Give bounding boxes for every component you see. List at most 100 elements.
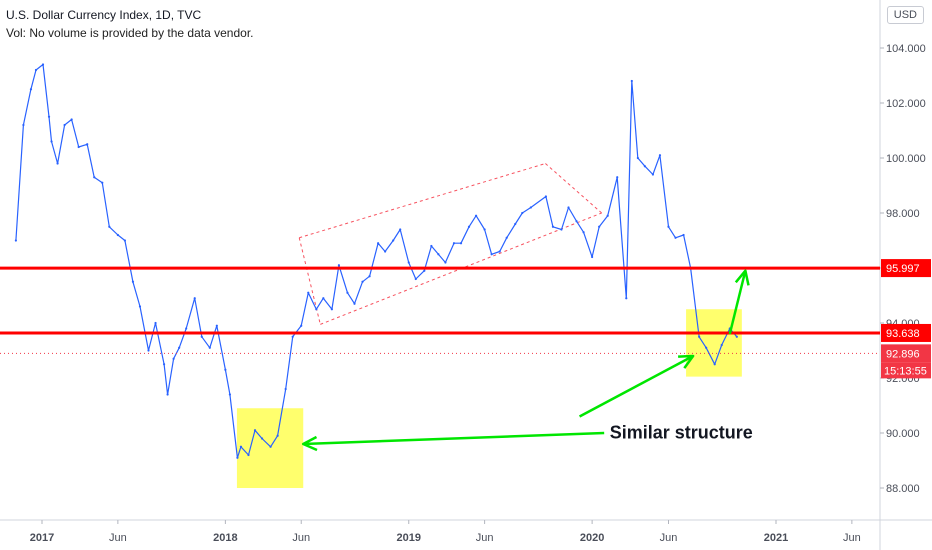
price-point [147, 349, 150, 352]
price-point [575, 220, 578, 223]
price-point [14, 239, 17, 242]
price-point [713, 363, 716, 366]
price-point [521, 211, 524, 215]
annotation-text[interactable]: Similar structure [610, 423, 753, 443]
time-tick-label: Jun [660, 532, 678, 544]
price-point [337, 264, 341, 267]
price-point [658, 154, 662, 157]
time-tick-label: Jun [109, 532, 127, 544]
price-point [63, 123, 66, 127]
price-point [377, 242, 380, 245]
channel-left-edge[interactable] [298, 237, 321, 325]
price-point [131, 280, 135, 283]
price-tick-label: 100.000 [886, 153, 926, 165]
price-tick-label: 102.000 [886, 98, 926, 110]
arrow-shaft[interactable] [578, 354, 694, 418]
price-point [239, 445, 243, 448]
price-point [698, 335, 701, 338]
time-tick-label: 2018 [213, 532, 237, 544]
price-point [291, 335, 294, 338]
arrow-head[interactable] [678, 354, 695, 369]
currency-button[interactable]: USD [886, 6, 924, 24]
price-point [34, 68, 38, 72]
arrow-shaft[interactable] [303, 431, 605, 446]
price-point [674, 236, 677, 239]
price-point [200, 335, 203, 338]
channel-right-edge[interactable] [545, 163, 602, 214]
price-point [667, 225, 670, 228]
price-tick-label: 98.000 [886, 208, 920, 220]
price-point [330, 308, 333, 311]
price-point [228, 393, 231, 396]
arrow-head[interactable] [301, 435, 318, 452]
time-tick-label: 2019 [397, 532, 421, 544]
price-point [498, 250, 501, 253]
price-point [93, 176, 96, 179]
price-point [276, 434, 279, 437]
price-point [444, 261, 447, 264]
time-tick-label: Jun [476, 532, 494, 544]
time-tick-label: 2021 [764, 532, 788, 544]
price-point [643, 165, 646, 168]
price-point [300, 324, 303, 327]
arrow-head[interactable] [734, 269, 750, 286]
price-point [606, 214, 609, 217]
price-point [166, 393, 169, 396]
time-tick-label: Jun [292, 532, 310, 544]
price-point [247, 453, 250, 457]
price-point [47, 115, 51, 118]
price-point [582, 231, 585, 234]
price-point [430, 244, 433, 248]
price-point [208, 346, 211, 349]
price-tick-label: 90.000 [886, 428, 920, 440]
price-point [41, 63, 45, 66]
time-tick-label: Jun [843, 532, 861, 544]
price-point [123, 239, 126, 242]
price-point [253, 429, 257, 432]
price-tick-label: 88.000 [886, 483, 920, 495]
price-point [490, 253, 493, 256]
price-point [138, 305, 142, 308]
price-point [284, 387, 287, 391]
price-point [56, 162, 59, 165]
price-series-line [15, 63, 738, 459]
price-point [322, 297, 325, 300]
price-level-label: 95.997 [886, 263, 920, 275]
price-point [630, 79, 633, 83]
price-point [560, 228, 563, 231]
price-point [29, 88, 33, 91]
price-level-label: 93.638 [886, 328, 920, 340]
last-price-label: 92.896 [886, 348, 920, 360]
channel-upper-line[interactable] [299, 163, 546, 239]
price-point [636, 156, 639, 160]
price-point [172, 357, 175, 360]
price-point [705, 346, 708, 349]
price-point [505, 236, 508, 239]
price-point [735, 335, 738, 338]
price-point [591, 255, 594, 259]
price-point [260, 437, 264, 440]
price-point [514, 222, 517, 226]
price-point [651, 173, 655, 176]
price-point [529, 206, 532, 209]
price-point [315, 308, 318, 311]
price-point [108, 225, 111, 228]
chart-title: U.S. Dollar Currency Index, 1D, TVC [6, 8, 202, 22]
price-point [50, 140, 53, 143]
price-point [353, 302, 356, 305]
price-point [77, 145, 80, 149]
price-point [474, 214, 478, 217]
countdown-badge [881, 362, 931, 379]
countdown-label: 15:13:55 [884, 365, 927, 377]
price-point [116, 233, 119, 237]
price-point [414, 277, 417, 281]
price-point [452, 242, 456, 245]
arrow-shaft[interactable] [728, 270, 747, 335]
price-point [598, 225, 601, 228]
price-point [269, 445, 272, 448]
price-point [185, 327, 188, 330]
highlight-box[interactable] [236, 408, 304, 488]
price-level-badge [881, 323, 931, 342]
price-point [616, 176, 619, 179]
